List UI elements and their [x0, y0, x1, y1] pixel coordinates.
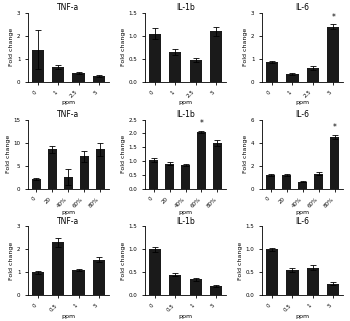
Bar	[169, 52, 181, 82]
Y-axis label: Fold change: Fold change	[121, 242, 126, 280]
Y-axis label: Fold change: Fold change	[121, 28, 126, 66]
Bar	[286, 270, 299, 295]
Title: TNF-a: TNF-a	[57, 110, 79, 119]
Bar	[298, 182, 307, 188]
Bar	[327, 27, 340, 82]
X-axis label: ppm: ppm	[295, 100, 310, 106]
Bar	[96, 150, 105, 188]
Bar	[93, 260, 105, 295]
X-axis label: ppm: ppm	[61, 210, 76, 215]
Bar	[165, 164, 174, 188]
Text: *: *	[199, 119, 203, 128]
Bar	[282, 175, 292, 188]
Bar	[266, 175, 275, 188]
Bar	[48, 150, 57, 188]
Text: *: *	[331, 13, 335, 22]
X-axis label: ppm: ppm	[295, 314, 310, 319]
X-axis label: ppm: ppm	[61, 314, 76, 319]
Bar	[32, 49, 44, 82]
X-axis label: ppm: ppm	[178, 314, 192, 319]
Y-axis label: Fold change: Fold change	[121, 135, 126, 173]
Bar	[307, 68, 319, 82]
Bar	[266, 249, 278, 295]
Y-axis label: Fold change: Fold change	[238, 242, 243, 280]
Bar	[266, 62, 278, 82]
Bar	[169, 275, 181, 295]
Y-axis label: Fold change: Fold change	[243, 135, 248, 173]
Y-axis label: Fold change: Fold change	[6, 135, 10, 173]
Bar	[181, 165, 190, 188]
Bar	[314, 174, 323, 188]
Bar	[213, 143, 222, 188]
Bar	[210, 31, 222, 82]
Bar	[190, 60, 202, 82]
Bar	[72, 73, 85, 82]
Title: IL-1b: IL-1b	[176, 110, 195, 119]
Bar	[327, 284, 340, 295]
Title: TNF-a: TNF-a	[57, 3, 79, 12]
Title: IL-6: IL-6	[296, 3, 310, 12]
Title: TNF-a: TNF-a	[57, 217, 79, 226]
Title: IL-6: IL-6	[296, 217, 310, 226]
Bar	[330, 137, 340, 188]
X-axis label: ppm: ppm	[178, 210, 192, 215]
X-axis label: ppm: ppm	[178, 100, 192, 106]
Y-axis label: Fold change: Fold change	[9, 28, 14, 66]
Bar	[79, 156, 89, 188]
Bar	[93, 76, 105, 82]
Bar	[286, 74, 299, 82]
Bar	[190, 279, 202, 295]
X-axis label: ppm: ppm	[61, 100, 76, 106]
Bar	[197, 132, 206, 188]
Title: IL-1b: IL-1b	[176, 3, 195, 12]
X-axis label: ppm: ppm	[295, 210, 310, 215]
Bar	[149, 249, 161, 295]
Bar	[149, 33, 161, 82]
Bar	[307, 268, 319, 295]
Bar	[64, 177, 73, 188]
Title: IL-6: IL-6	[296, 110, 310, 119]
Bar	[149, 160, 158, 188]
Title: IL-1b: IL-1b	[176, 217, 195, 226]
Text: *: *	[332, 123, 336, 132]
Bar	[52, 242, 64, 295]
Bar	[32, 272, 44, 295]
Bar	[72, 270, 85, 295]
Y-axis label: Fold change: Fold change	[9, 242, 14, 280]
Y-axis label: Fold change: Fold change	[243, 28, 248, 66]
Bar	[52, 67, 64, 82]
Bar	[210, 286, 222, 295]
Bar	[32, 179, 41, 188]
